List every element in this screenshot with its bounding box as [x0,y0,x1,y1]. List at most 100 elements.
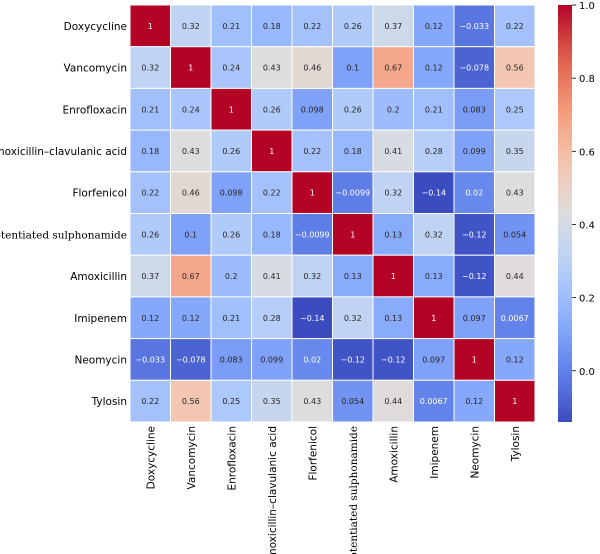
colorbar-tick-label-5: 1.0 [579,1,595,12]
heatmap-cell-label-1-1: 1 [188,64,193,73]
heatmap-cell-7-5 [332,296,374,340]
heatmap-cell-8-6 [372,338,414,381]
heatmap-cell-label-5-8: −0.12 [462,230,487,239]
heatmap-cell-label-8-6: −0.12 [381,355,406,364]
heatmap-cell-2-7 [413,87,455,131]
heatmap-cell-7-3 [251,296,293,340]
heatmap-cell-label-4-1: 0.46 [182,189,200,198]
heatmap-cell-label-1-8: −0.078 [459,64,489,73]
heatmap-cell-5-2 [210,213,252,256]
heatmap-cell-label-5-4: −0.0099 [295,230,330,239]
heatmap-cell-6-7 [413,254,455,298]
heatmap-cell-label-7-1: 0.12 [182,314,200,323]
colorbar-tick-label-4: 0.8 [579,74,595,85]
heatmap-cell-label-6-1: 0.67 [182,272,200,281]
heatmap-cell-6-8 [453,254,495,298]
heatmap-cell-label-3-0: 0.18 [141,147,159,156]
colorbar-tick-label-1: 0.2 [579,294,595,305]
heatmap-cell-9-5 [332,379,374,423]
heatmap-cell-label-3-1: 0.43 [182,147,200,156]
column-label-florfenicol: Florfenicol [307,426,319,481]
heatmap-cell-label-6-7: 0.13 [425,272,443,281]
heatmap-cell-label-2-0: 0.21 [141,105,159,114]
heatmap-cell-label-8-8: 1 [472,355,477,364]
heatmap-cell-label-2-6: 0.2 [387,105,400,114]
heatmap-cell-label-2-3: 0.26 [263,105,281,114]
heatmap-cell-label-7-6: 0.13 [384,314,402,323]
heatmap-cell-label-6-6: 1 [391,272,396,281]
row-label-amoxicillin-clavulanic-acid: Amoxicillin–clavulanic acid [0,146,127,158]
heatmap-cell-7-1 [170,296,212,340]
heatmap-cell-label-3-9: 0.35 [506,147,524,156]
heatmap-cell-4-4 [291,171,333,215]
heatmap-cells [129,4,536,423]
heatmap-cell-9-3 [251,379,293,423]
heatmap-cell-label-8-3: 0.099 [260,355,283,364]
row-label-florfenicol: Florfenicol [72,188,127,200]
heatmap-cell-label-5-6: 0.13 [384,230,402,239]
heatmap-cell-1-3 [251,46,293,89]
heatmap-cell-5-5 [332,213,374,256]
heatmap-cell-1-6 [372,46,414,89]
column-label-tylosin: Tylosin [510,426,522,462]
heatmap-cell-label-3-7: 0.28 [425,147,443,156]
heatmap-cell-4-1 [170,171,212,215]
heatmap-cell-label-9-3: 0.35 [263,397,281,406]
heatmap-cell-7-7 [413,296,455,340]
heatmap-cell-label-0-9: 0.22 [506,22,524,31]
heatmap-cell-6-6 [372,254,414,298]
heatmap-cell-9-1 [170,379,212,423]
heatmap-cell-0-1 [170,4,212,48]
heatmap-cell-label-2-8: 0.083 [463,105,486,114]
heatmap-cell-label-9-1: 0.56 [182,397,200,406]
heatmap-cell-label-9-0: 0.22 [141,397,159,406]
heatmap-cell-label-2-5: 0.26 [344,105,362,114]
row-label-doxycycline: Doxycycline [64,21,127,33]
heatmap-cell-2-8 [453,87,495,131]
heatmap-cell-label-3-2: 0.26 [222,147,240,156]
heatmap-cell-label-0-2: 0.21 [222,22,240,31]
heatmap-cell-4-5 [332,171,374,215]
heatmap-cell-label-3-4: 0.22 [303,147,321,156]
heatmap-cell-label-2-1: 0.24 [182,105,200,114]
heatmap-cell-label-9-8: 0.12 [465,397,483,406]
row-label-tylosin: Tylosin [91,396,127,408]
heatmap-cell-1-1 [170,46,212,89]
heatmap-cell-0-5 [332,4,374,48]
heatmap-cell-label-1-7: 0.12 [425,64,443,73]
heatmap-cell-5-0 [129,213,171,256]
heatmap-cell-label-0-0: 1 [148,22,153,31]
heatmap-cell-5-8 [453,213,495,256]
heatmap-cell-6-0 [129,254,171,298]
heatmap-cell-label-4-9: 0.43 [506,189,524,198]
heatmap-cell-label-8-7: 0.097 [422,355,445,364]
heatmap-cell-9-2 [210,379,252,423]
heatmap-cell-7-6 [372,296,414,340]
column-label-potentiated-sulphonamide: Potentiated sulphonamide [348,426,360,554]
heatmap-cell-label-1-2: 0.24 [222,64,240,73]
heatmap-cell-7-4 [291,296,333,340]
column-label-neomycin: Neomycin [469,426,481,479]
heatmap-cell-label-7-2: 0.21 [222,314,240,323]
heatmap-cell-8-3 [251,338,293,381]
heatmap-cell-label-6-4: 0.32 [303,272,321,281]
heatmap-cell-3-5 [332,129,374,173]
heatmap-cell-label-6-0: 0.37 [141,272,159,281]
heatmap-cell-label-4-7: −0.14 [421,189,446,198]
heatmap-cell-4-9 [494,171,536,215]
heatmap-cell-label-5-7: 0.32 [425,230,443,239]
heatmap-cell-0-9 [494,4,536,48]
heatmap-cell-0-7 [413,4,455,48]
heatmap-cell-label-3-3: 1 [269,147,274,156]
heatmap-cell-label-9-5: 0.054 [341,397,364,406]
heatmap-cell-6-9 [494,254,536,298]
heatmap-cell-label-7-4: −0.14 [300,314,325,323]
heatmap-cell-label-8-2: 0.083 [220,355,243,364]
heatmap-cell-8-8 [453,338,495,381]
heatmap-cell-label-4-8: 0.02 [465,189,483,198]
heatmap-cell-5-4 [291,213,333,256]
colorbar-gradient [558,5,572,422]
heatmap-cell-label-0-1: 0.32 [182,22,200,31]
heatmap-cell-label-9-4: 0.43 [303,397,321,406]
heatmap-cell-label-1-5: 0.1 [346,64,359,73]
